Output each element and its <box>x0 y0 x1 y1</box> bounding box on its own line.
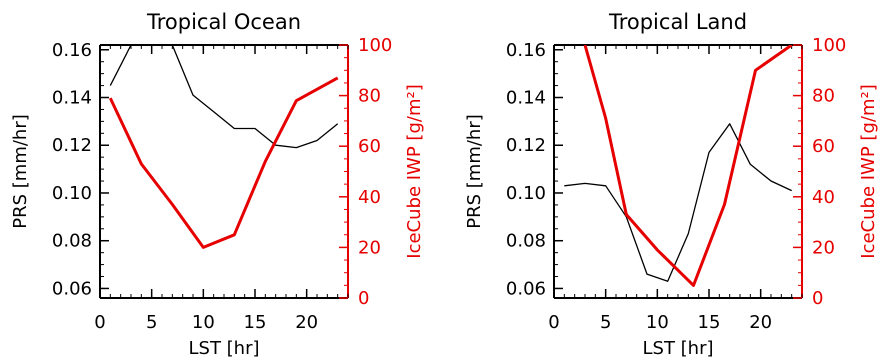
y-right-tick-label: 0 <box>358 288 369 309</box>
x-tick-label: 10 <box>646 312 669 333</box>
y-right-tick-label: 80 <box>812 86 835 107</box>
y-right-tick-label: 40 <box>358 187 381 208</box>
y-right-tick-label: 20 <box>358 237 381 258</box>
y-left-tick-label: 0.08 <box>506 231 546 252</box>
iwp-series-line <box>583 45 793 287</box>
y-left-axis-label: PRS [mm/hr] <box>464 114 485 229</box>
y-left-axis-label: PRS [mm/hr] <box>10 114 31 229</box>
y-right-tick-label: 40 <box>812 187 835 208</box>
y-left-tick-label: 0.06 <box>52 278 92 299</box>
chart-panel-1: 0 5 10 15 20 0.06 0.08 0.10 0.12 0.14 0.16 0 20 40 60 8… <box>464 10 879 359</box>
y-right-axis-label: IceCube IWP [g/m²] <box>404 84 425 258</box>
chart-title: Tropical Ocean <box>146 10 301 34</box>
y-left-tick-label: 0.14 <box>52 88 92 109</box>
y-right-tick-label: 0 <box>812 288 823 309</box>
y-left-tick-label: 0.12 <box>52 135 92 156</box>
y-right-tick-label: 100 <box>358 35 392 56</box>
chart-panel-0: 0 5 10 15 20 0.06 0.08 0.10 0.12 0.14 0.16 0 20 40 60 8… <box>10 10 425 359</box>
x-tick-label: 0 <box>548 312 559 333</box>
prs-series-line <box>564 123 792 282</box>
x-tick-label: 20 <box>295 312 318 333</box>
y-left-tick-label: 0.14 <box>506 88 546 109</box>
y-left-tick-label: 0.16 <box>506 40 546 61</box>
y-left-tick-label: 0.12 <box>506 135 546 156</box>
x-tick-label: 15 <box>698 312 721 333</box>
iwp-series-line <box>108 76 339 249</box>
y-right-tick-label: 60 <box>812 136 835 157</box>
y-left-tick-label: 0.16 <box>52 40 92 61</box>
y-right-tick-label: 80 <box>358 86 381 107</box>
x-tick-label: 5 <box>600 312 611 333</box>
x-tick-label: 5 <box>146 312 157 333</box>
chart-title: Tropical Land <box>608 10 747 34</box>
y-right-axis-label: IceCube IWP [g/m²] <box>858 84 879 258</box>
y-left-tick-label: 0.06 <box>506 278 546 299</box>
data-lines <box>108 45 339 249</box>
y-left-tick-label: 0.10 <box>52 183 92 204</box>
x-tick-label: 0 <box>94 312 105 333</box>
prs-series-line <box>109 45 339 149</box>
y-left-tick-label: 0.08 <box>52 231 92 252</box>
x-tick-label: 15 <box>244 312 267 333</box>
x-tick-label: 10 <box>192 312 215 333</box>
y-right-tick-label: 20 <box>812 237 835 258</box>
y-left-tick-label: 0.10 <box>506 183 546 204</box>
x-axis-label: LST [hr] <box>642 338 713 359</box>
y-right-tick-label: 60 <box>358 136 381 157</box>
x-tick-label: 20 <box>749 312 772 333</box>
data-lines <box>564 45 793 287</box>
x-axis-label: LST [hr] <box>188 338 259 359</box>
y-right-tick-label: 100 <box>812 35 846 56</box>
